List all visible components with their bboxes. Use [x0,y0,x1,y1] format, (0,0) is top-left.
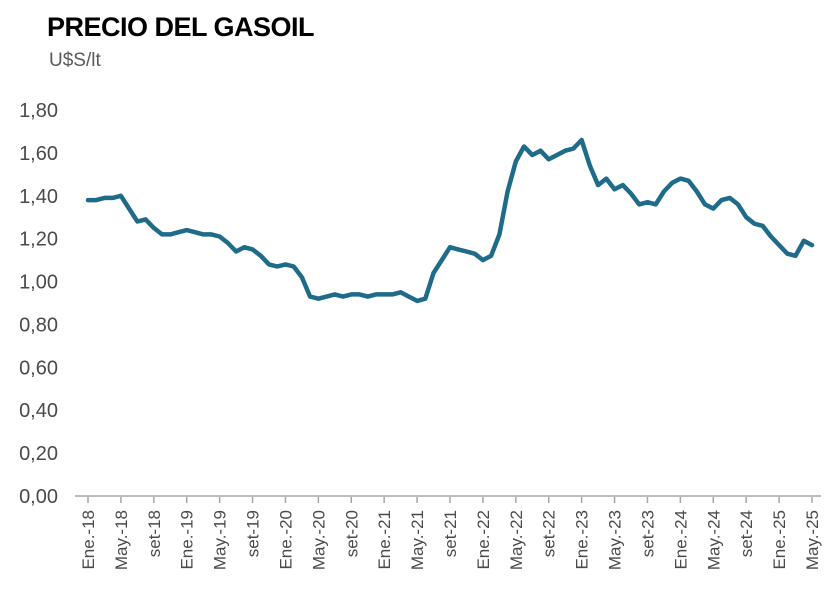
y-axis-tick-label: 0,40 [19,400,58,422]
x-axis-tick-label: Ene.-23 [573,510,592,570]
x-axis-tick-label: set-21 [441,510,460,557]
x-axis-tick-label: Ene.-21 [375,510,394,570]
chart-unit-label: U$S/lt [49,50,101,71]
x-axis-tick-label: May.-19 [211,510,230,570]
x-axis-tick-label: set-18 [145,510,164,557]
x-axis-tick-label: May.-21 [408,510,427,570]
y-axis-tick-label: 0,00 [19,486,58,508]
x-axis-tick-label: Ene.-25 [770,510,789,570]
y-axis-tick-label: 0,60 [19,357,58,379]
x-axis-tick-label: set-20 [342,510,361,557]
x-axis-tick-label: May.-22 [507,510,526,570]
x-axis-tick-label: May.-18 [112,510,131,570]
price-line [85,137,815,304]
x-axis-tick-label: Ene.-18 [79,510,98,570]
y-axis-tick-label: 1,60 [19,143,58,165]
x-axis-tick-label: set-23 [638,510,657,557]
y-axis-tick-label: 1,00 [19,272,58,294]
x-axis-tick-label: set-24 [737,510,756,557]
x-axis-tick-label: May.-20 [309,510,328,570]
x-axis-tick-label: May.-25 [803,510,822,570]
y-axis-tick-label: 1,20 [19,229,58,251]
x-axis-tick-label: Ene.-19 [178,510,197,570]
x-axis-tick-label: Ene.-20 [276,510,295,570]
x-axis-tick-label: Ene.-22 [474,510,493,570]
x-axis-tick-label: set-19 [244,510,263,557]
x-axis-tick-label: set-22 [540,510,559,557]
y-axis-tick-label: 1,80 [19,100,58,122]
x-axis-tick-label: Ene.-24 [671,510,690,570]
x-axis-tick-label: May.-24 [704,510,723,570]
y-axis-tick-label: 1,40 [19,186,58,208]
y-axis-tick-label: 0,80 [19,314,58,336]
x-axis-tick-label: May.-23 [606,510,625,570]
chart-title: PRECIO DEL GASOIL [47,12,315,42]
y-axis-tick-label: 0,20 [19,443,58,465]
